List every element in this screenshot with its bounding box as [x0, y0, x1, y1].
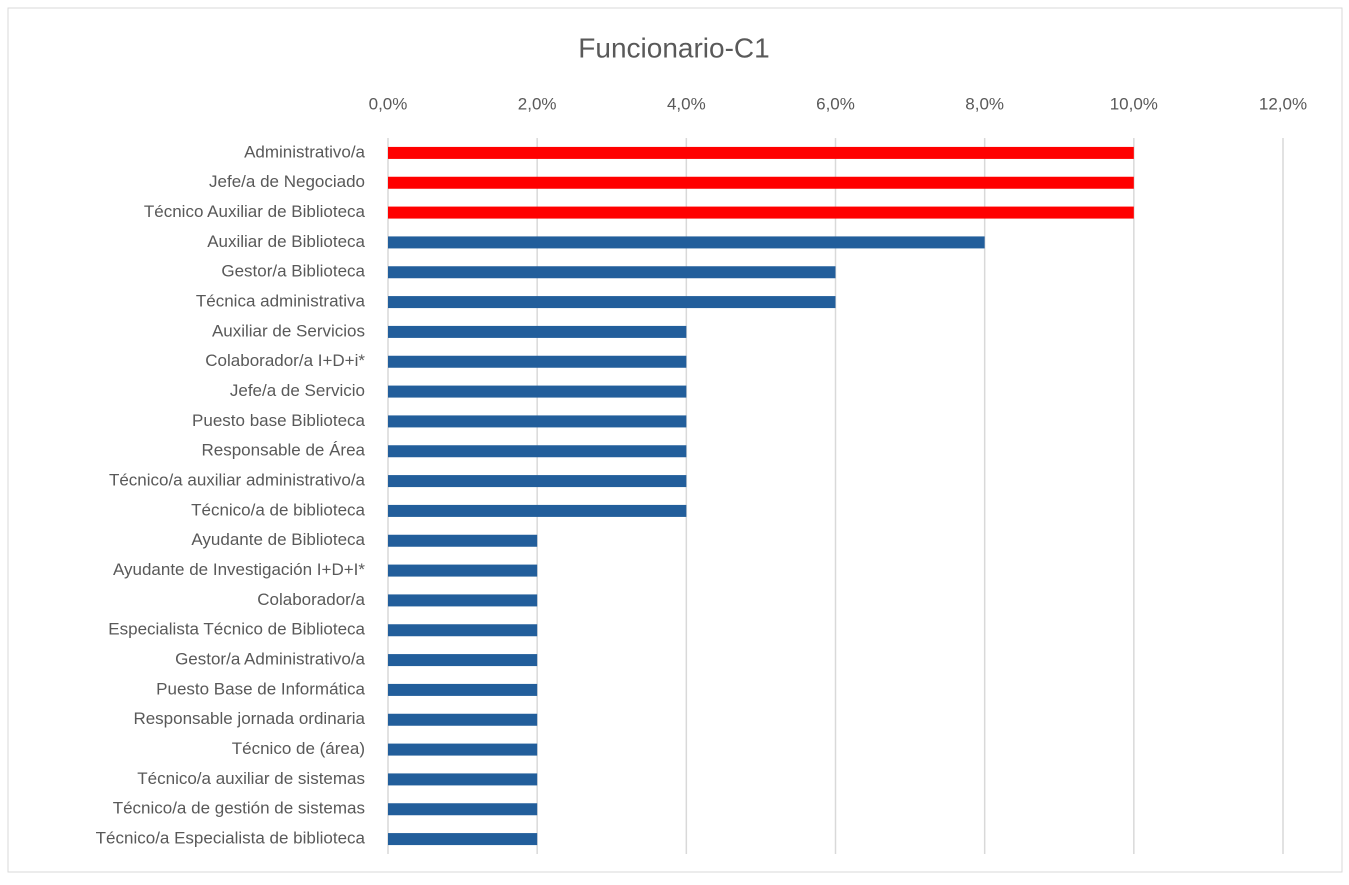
- y-tick-label: Técnica administrativa: [196, 292, 366, 311]
- bar: [388, 773, 538, 786]
- bar: [388, 296, 836, 309]
- x-tick-label: 2,0%: [518, 94, 557, 113]
- bar: [388, 176, 1134, 189]
- bar: [388, 236, 985, 249]
- bar: [388, 743, 538, 756]
- y-tick-label: Responsable de Área: [201, 441, 365, 460]
- y-tick-label: Gestor/a Biblioteca: [221, 262, 365, 281]
- bar: [388, 803, 538, 816]
- y-tick-label: Técnico/a auxiliar de sistemas: [137, 769, 365, 788]
- bar: [388, 445, 687, 458]
- y-tick-label: Especialista Técnico de Biblioteca: [108, 620, 365, 639]
- bar: [388, 206, 1134, 219]
- y-tick-label: Ayudante de Biblioteca: [191, 530, 365, 549]
- bar: [388, 654, 538, 667]
- x-tick-label: 6,0%: [816, 94, 855, 113]
- bar: [388, 325, 687, 338]
- y-tick-label: Jefe/a de Servicio: [230, 381, 365, 400]
- bar: [388, 266, 836, 279]
- bar: [388, 385, 687, 398]
- y-tick-label: Técnico/a de gestión de sistemas: [113, 799, 365, 818]
- bar: [388, 713, 538, 726]
- y-tick-label: Gestor/a Administrativo/a: [175, 650, 365, 669]
- y-tick-label: Colaborador/a: [257, 590, 365, 609]
- x-tick-label: 8,0%: [965, 94, 1004, 113]
- y-tick-label: Técnico de (área): [232, 739, 365, 758]
- bar: [388, 624, 538, 637]
- bar: [388, 594, 538, 607]
- bar: [388, 534, 538, 547]
- bar: [388, 355, 687, 368]
- bar: [388, 146, 1134, 159]
- x-tick-label: 0,0%: [369, 94, 408, 113]
- y-tick-label: Puesto Base de Informática: [156, 679, 365, 698]
- y-tick-label: Ayudante de Investigación I+D+I*: [113, 560, 365, 579]
- bar: [388, 475, 687, 488]
- bar: [388, 833, 538, 846]
- y-tick-label: Técnico/a Especialista de biblioteca: [96, 829, 366, 848]
- y-tick-label: Técnico Auxiliar de Biblioteca: [144, 202, 366, 221]
- x-tick-label: 12,0%: [1259, 94, 1307, 113]
- y-tick-label: Técnico/a auxiliar administrativo/a: [109, 471, 366, 490]
- bar: [388, 415, 687, 428]
- y-tick-label: Jefe/a de Negociado: [209, 172, 365, 191]
- chart-title: Funcionario-C1: [578, 32, 769, 63]
- bar: [388, 564, 538, 577]
- y-tick-label: Técnico/a de biblioteca: [191, 500, 365, 519]
- y-tick-label: Responsable jornada ordinaria: [133, 709, 365, 728]
- bar: [388, 683, 538, 696]
- x-tick-label: 10,0%: [1110, 94, 1158, 113]
- y-tick-label: Administrativo/a: [244, 142, 365, 161]
- y-tick-label: Auxiliar de Servicios: [212, 321, 365, 340]
- y-tick-label: Auxiliar de Biblioteca: [207, 232, 365, 251]
- x-tick-label: 4,0%: [667, 94, 706, 113]
- bar: [388, 504, 687, 517]
- y-tick-label: Puesto base Biblioteca: [192, 411, 365, 430]
- y-tick-label: Colaborador/a I+D+i*: [205, 351, 365, 370]
